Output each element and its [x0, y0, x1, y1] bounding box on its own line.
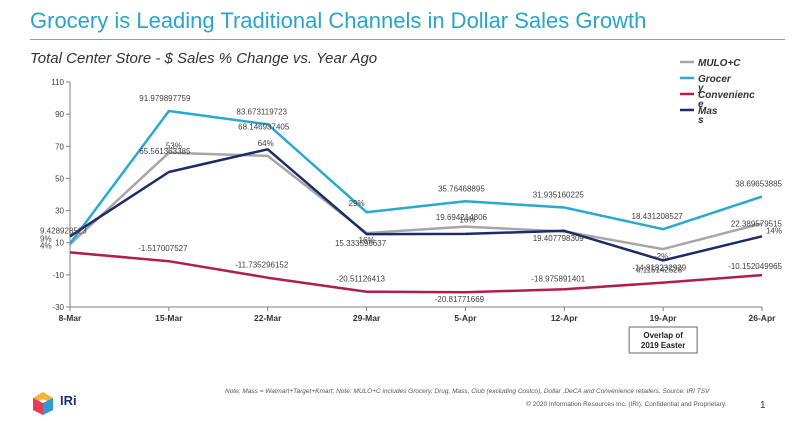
- data-label: 83.673119723: [236, 107, 287, 116]
- page-number: 1: [760, 400, 766, 411]
- data-label: -18.975891401: [531, 274, 585, 283]
- data-label: 22.389579515: [731, 219, 783, 228]
- y-tick-label: 30: [55, 207, 64, 216]
- page-title: Grocery is Leading Traditional Channels …: [30, 8, 647, 33]
- data-label: 16%: [359, 236, 375, 245]
- data-label: 64%: [258, 139, 274, 148]
- series-line: [68, 109, 763, 245]
- data-label: 19.407798309: [533, 234, 585, 243]
- data-label: -20.81771669: [435, 295, 485, 304]
- data-label: -10.152049965: [728, 262, 782, 271]
- y-tick-label: 110: [51, 78, 64, 87]
- series-line: [69, 148, 763, 262]
- data-label: 16%: [459, 216, 475, 225]
- data-label: 9.428928523: [40, 227, 87, 236]
- iri-logo-text: IRi: [60, 393, 77, 408]
- copyright: © 2020 Information Resources Inc. (IRI).…: [526, 401, 727, 408]
- legend-label: Grocer y: [697, 74, 732, 94]
- data-label: 53%: [166, 142, 182, 151]
- data-label: 35.76468895: [438, 184, 485, 193]
- data-label: 6.115142528: [636, 265, 683, 274]
- y-tick-label: -30: [52, 303, 64, 312]
- data-label: -14.818232929: [632, 264, 686, 273]
- annotation-box: [628, 326, 698, 354]
- data-label: 38.69653885: [735, 180, 782, 189]
- data-label: 31.935160225: [533, 190, 585, 199]
- y-tick-label: 90: [55, 110, 64, 119]
- title-divider: [30, 39, 785, 40]
- x-tick-label: 26-Apr: [749, 313, 777, 323]
- data-label: 91.979897759: [139, 94, 191, 103]
- series-line: [69, 151, 763, 251]
- y-tick-label: 70: [55, 142, 64, 151]
- data-label: 68.146937405: [238, 122, 290, 131]
- x-tick-label: 29-Mar: [353, 313, 381, 323]
- data-label: -1.517007527: [138, 244, 188, 253]
- x-tick-label: 5-Apr: [454, 313, 477, 323]
- data-label: 4%: [40, 241, 52, 250]
- legend-label: MULO+C: [698, 58, 741, 69]
- series-line: [69, 251, 763, 294]
- x-tick-label: 19-Apr: [650, 313, 678, 323]
- x-tick-label: 15-Mar: [155, 313, 183, 323]
- footnote: Note: Mass = Walmart+Target+Kmart; Note:…: [225, 388, 710, 395]
- data-label: -11.735296152: [235, 261, 289, 270]
- data-label: 19.694214806: [436, 213, 488, 222]
- data-label: 65.561363385: [139, 147, 191, 156]
- x-tick-label: 12-Apr: [551, 313, 579, 323]
- data-label: 18.431208527: [632, 212, 684, 221]
- legend-label: Mas s: [698, 106, 718, 126]
- data-label: -20.51126413: [336, 275, 385, 284]
- chart-subtitle: Total Center Store - $ Sales % Change vs…: [30, 50, 378, 67]
- iri-logo-mark-icon: [33, 392, 53, 415]
- y-tick-label: 50: [55, 174, 64, 183]
- data-label: 14%: [766, 226, 782, 235]
- data-label: 29%: [349, 199, 365, 208]
- data-label: 15.333598637: [335, 239, 387, 248]
- x-tick-label: 22-Mar: [254, 313, 282, 323]
- annotation-text: Overlap of 2019 Easter: [641, 331, 685, 350]
- y-tick-label: -10: [52, 271, 64, 280]
- data-label: 9%: [40, 234, 52, 243]
- data-label: -2%: [654, 252, 668, 261]
- iri-logo: IRi: [30, 390, 86, 416]
- x-tick-label: 8-Mar: [59, 313, 82, 323]
- legend-label: Convenienc e: [698, 90, 755, 110]
- y-tick-label: 10: [55, 239, 64, 248]
